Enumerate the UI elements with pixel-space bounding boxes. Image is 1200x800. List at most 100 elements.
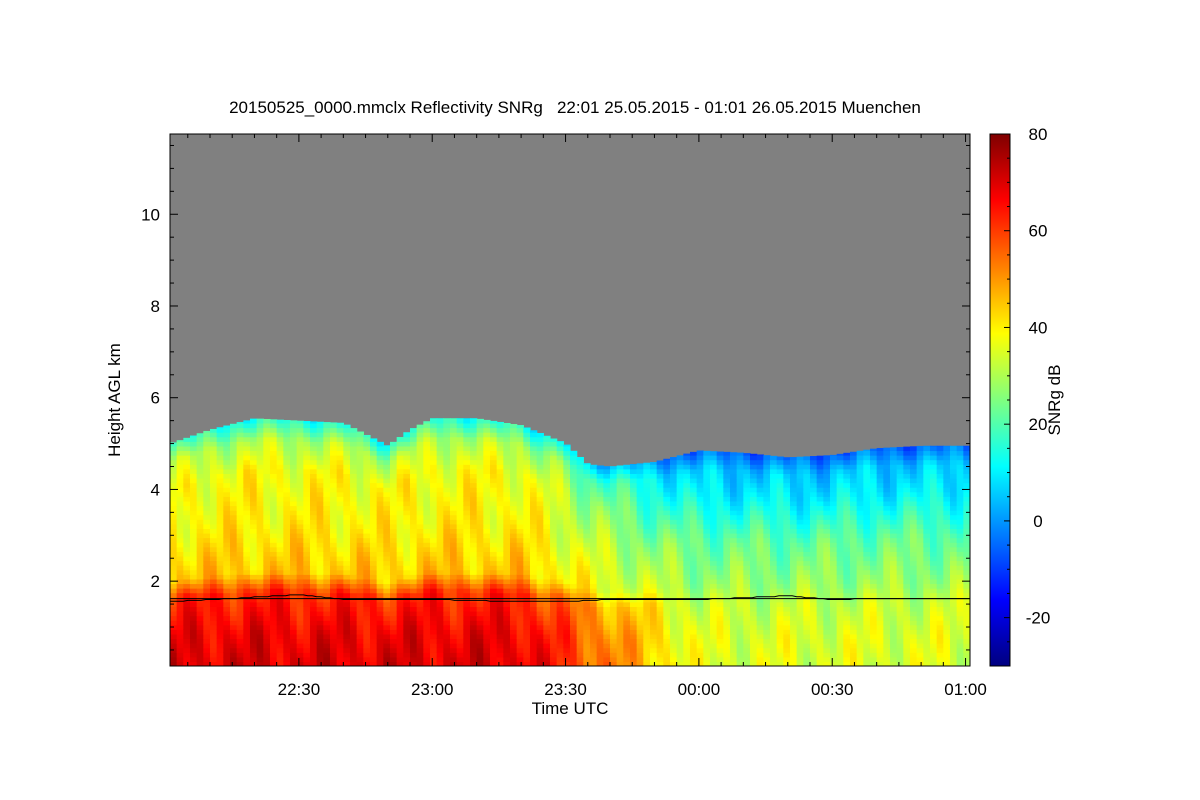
heatmap-cell <box>216 574 224 580</box>
heatmap-cell <box>410 432 418 438</box>
heatmap-cell <box>343 537 351 543</box>
heatmap-cell <box>523 633 531 640</box>
heatmap-cell <box>363 588 371 594</box>
heatmap-cell <box>456 574 464 580</box>
heatmap-cell <box>270 643 278 649</box>
heatmap-cell <box>323 427 331 433</box>
heatmap-cell <box>750 643 758 649</box>
heatmap-cell <box>316 427 324 433</box>
heatmap-cell <box>316 633 324 640</box>
heatmap-cell <box>676 643 684 649</box>
heatmap-cell <box>310 477 318 484</box>
heatmap-cell <box>536 578 544 585</box>
heatmap-cell <box>443 500 451 507</box>
heatmap-cell <box>663 560 671 566</box>
heatmap-cell <box>256 615 264 621</box>
heatmap-cell <box>370 643 378 649</box>
heatmap-cell <box>816 551 824 557</box>
heatmap-cell <box>343 546 351 552</box>
heatmap-cell <box>316 496 324 502</box>
heatmap-cell <box>423 555 431 562</box>
heatmap-cell <box>303 620 311 626</box>
heatmap-cell <box>496 473 504 479</box>
heatmap-cell <box>190 464 198 470</box>
heatmap-cell <box>630 510 638 516</box>
heatmap-cell <box>830 528 838 534</box>
heatmap-cell <box>336 505 344 511</box>
heatmap-cell <box>370 533 378 539</box>
heatmap-cell <box>763 574 771 580</box>
heatmap-cell <box>750 455 758 461</box>
heatmap-cell <box>183 592 191 598</box>
heatmap-cell <box>603 482 611 488</box>
heatmap-cell <box>203 661 211 666</box>
heatmap-cell <box>516 656 524 663</box>
heatmap-cell <box>370 519 378 525</box>
heatmap-cell <box>510 615 518 621</box>
heatmap-cell <box>703 661 711 666</box>
heatmap-cell <box>570 643 578 649</box>
heatmap-cell <box>316 578 324 585</box>
heatmap-cell <box>330 473 338 479</box>
heatmap-cell <box>390 588 398 594</box>
heatmap-cell <box>543 551 551 557</box>
heatmap-cell <box>203 482 211 488</box>
heatmap-cell <box>350 610 358 617</box>
heatmap-cell <box>536 433 544 438</box>
heatmap-cell <box>710 560 718 566</box>
heatmap-cell <box>503 574 511 580</box>
heatmap-cell <box>770 464 778 470</box>
heatmap-cell <box>210 528 218 534</box>
heatmap-cell <box>590 487 598 493</box>
heatmap-cell <box>676 496 684 502</box>
heatmap-cell <box>310 592 318 598</box>
heatmap-cell <box>203 560 211 566</box>
heatmap-cell <box>236 542 244 548</box>
heatmap-cell <box>796 560 804 566</box>
heatmap-cell <box>316 647 324 653</box>
heatmap-cell <box>270 615 278 621</box>
heatmap-cell <box>250 661 258 666</box>
heatmap-cell <box>483 578 491 585</box>
heatmap-cell <box>503 629 511 635</box>
heatmap-cell <box>570 606 578 612</box>
heatmap-cell <box>636 496 644 502</box>
heatmap-cell <box>703 514 711 520</box>
heatmap-cell <box>570 477 578 484</box>
heatmap-cell <box>216 473 224 479</box>
heatmap-cell <box>396 441 404 447</box>
heatmap-cell <box>743 615 751 621</box>
heatmap-cell <box>323 422 331 429</box>
heatmap-cell <box>243 537 251 543</box>
heatmap-cell <box>270 606 278 612</box>
heatmap-cell <box>396 450 404 456</box>
heatmap-cell <box>556 620 564 626</box>
heatmap-cell <box>736 500 744 507</box>
heatmap-cell <box>730 601 738 607</box>
heatmap-cell <box>536 643 544 649</box>
heatmap-cell <box>343 565 351 571</box>
heatmap-cell <box>783 638 791 644</box>
heatmap-cell <box>343 624 351 630</box>
heatmap-cell <box>570 661 578 666</box>
heatmap-cell <box>683 473 691 479</box>
heatmap-cell <box>350 633 358 640</box>
heatmap-cell <box>476 459 484 465</box>
heatmap-cell <box>350 473 358 479</box>
heatmap-cell <box>810 574 818 580</box>
heatmap-cell <box>750 597 758 603</box>
heatmap-cell <box>736 578 744 585</box>
heatmap-cell <box>663 537 671 543</box>
heatmap-cell <box>590 510 598 516</box>
heatmap-cell <box>823 455 831 461</box>
heatmap-cell <box>423 450 431 456</box>
heatmap-cell <box>563 555 571 562</box>
heatmap-cell <box>716 647 724 653</box>
heatmap-cell <box>716 638 724 644</box>
heatmap-cell <box>810 491 818 497</box>
heatmap-cell <box>576 491 584 497</box>
heatmap-cell <box>436 533 444 539</box>
heatmap-cell <box>610 546 618 552</box>
heatmap-cell <box>256 638 264 644</box>
heatmap-cell <box>503 436 511 442</box>
